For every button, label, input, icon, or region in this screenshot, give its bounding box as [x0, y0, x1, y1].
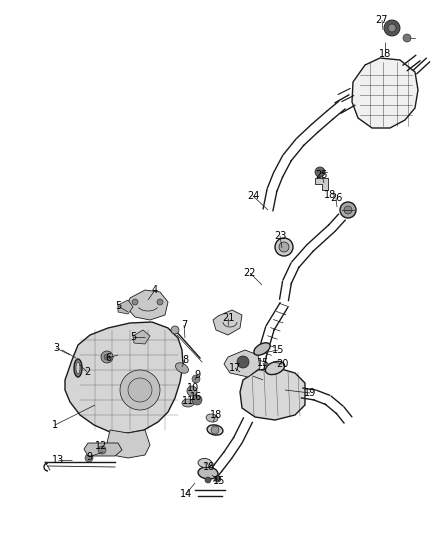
Circle shape — [275, 238, 293, 256]
Text: 1: 1 — [52, 420, 58, 430]
Polygon shape — [352, 58, 418, 128]
Ellipse shape — [265, 361, 285, 375]
Circle shape — [279, 242, 289, 252]
Circle shape — [192, 375, 200, 383]
Circle shape — [132, 299, 138, 305]
Polygon shape — [118, 300, 133, 314]
Polygon shape — [65, 322, 183, 433]
Ellipse shape — [198, 458, 212, 467]
Polygon shape — [315, 178, 328, 190]
Text: 16: 16 — [190, 392, 202, 402]
Circle shape — [98, 446, 106, 454]
Text: 23: 23 — [274, 231, 286, 241]
Ellipse shape — [182, 399, 194, 407]
Text: 8: 8 — [182, 355, 188, 365]
Text: 9: 9 — [194, 370, 200, 380]
Circle shape — [403, 34, 411, 42]
Circle shape — [315, 167, 325, 177]
Text: 18: 18 — [203, 462, 215, 472]
Circle shape — [157, 299, 163, 305]
Text: 25: 25 — [316, 170, 328, 180]
Circle shape — [120, 370, 160, 410]
Circle shape — [101, 351, 113, 363]
Circle shape — [171, 326, 179, 334]
Ellipse shape — [207, 425, 223, 435]
Text: 18: 18 — [379, 49, 391, 59]
Text: 21: 21 — [222, 313, 234, 323]
Text: 18: 18 — [210, 410, 222, 420]
Polygon shape — [213, 310, 242, 335]
Text: 13: 13 — [52, 455, 64, 465]
Text: 6: 6 — [105, 353, 111, 363]
Text: 15: 15 — [272, 345, 284, 355]
Circle shape — [205, 477, 211, 483]
Text: 7: 7 — [181, 320, 187, 330]
Circle shape — [388, 24, 396, 32]
Polygon shape — [224, 350, 260, 377]
Polygon shape — [133, 330, 150, 344]
Text: 18: 18 — [324, 190, 336, 200]
Circle shape — [237, 356, 249, 368]
Circle shape — [211, 426, 219, 434]
Text: 4: 4 — [152, 285, 158, 295]
Polygon shape — [84, 443, 122, 456]
Circle shape — [104, 354, 110, 360]
Ellipse shape — [74, 359, 82, 377]
Ellipse shape — [76, 362, 80, 374]
Polygon shape — [240, 368, 305, 420]
Text: 10: 10 — [187, 383, 199, 393]
Text: 20: 20 — [276, 359, 288, 369]
Text: 22: 22 — [244, 268, 256, 278]
Text: 15: 15 — [213, 476, 225, 486]
Text: 3: 3 — [53, 343, 59, 353]
Text: 12: 12 — [95, 441, 107, 451]
Text: 19: 19 — [304, 388, 316, 398]
Text: 2: 2 — [84, 367, 90, 377]
Text: 24: 24 — [247, 191, 259, 201]
Text: 14: 14 — [180, 489, 192, 499]
Text: 5: 5 — [130, 332, 136, 342]
Polygon shape — [127, 290, 168, 320]
Ellipse shape — [206, 414, 218, 422]
Circle shape — [187, 386, 197, 396]
Ellipse shape — [254, 343, 270, 356]
Circle shape — [85, 454, 93, 462]
Text: 9: 9 — [86, 452, 92, 462]
Text: 11: 11 — [182, 396, 194, 406]
Ellipse shape — [198, 467, 218, 479]
Text: 17: 17 — [229, 363, 241, 373]
Circle shape — [192, 395, 202, 405]
Circle shape — [340, 202, 356, 218]
Ellipse shape — [176, 363, 188, 373]
Text: 5: 5 — [115, 301, 121, 311]
Circle shape — [128, 378, 152, 402]
Text: 27: 27 — [376, 15, 388, 25]
Text: 15: 15 — [257, 358, 269, 368]
Circle shape — [215, 476, 221, 482]
Polygon shape — [107, 430, 150, 458]
Circle shape — [384, 20, 400, 36]
Text: 26: 26 — [330, 193, 342, 203]
Circle shape — [344, 206, 352, 214]
